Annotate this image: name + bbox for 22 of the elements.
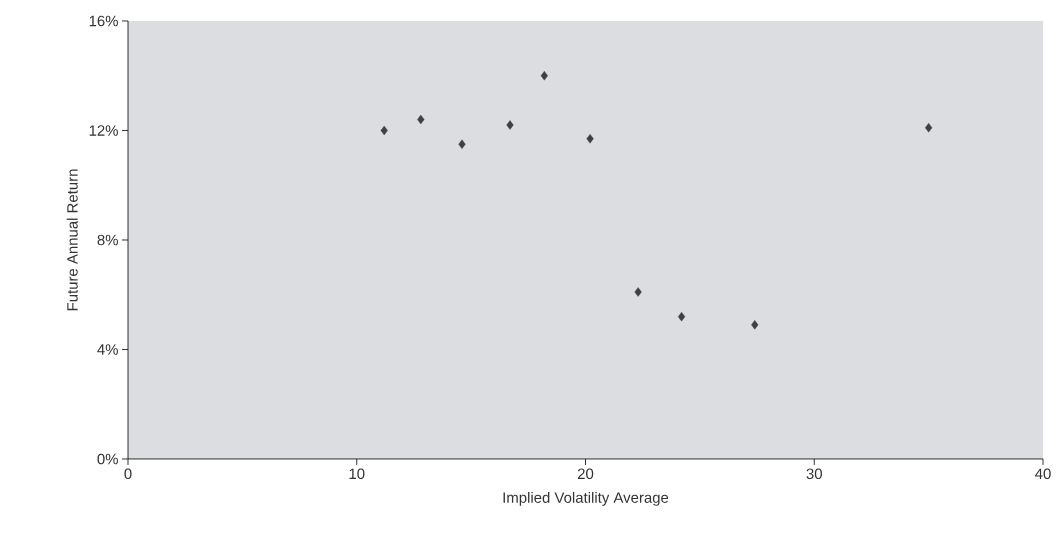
- y-tick-label: 12%: [89, 125, 118, 136]
- x-tick-label: 30: [806, 468, 822, 480]
- x-tick-label: 0: [124, 468, 132, 480]
- x-axis-title: Implied Volatility Average: [503, 491, 669, 506]
- point: [751, 320, 759, 330]
- y-tick-label: 4%: [97, 344, 118, 355]
- point: [417, 114, 425, 125]
- x-tick-label: 20: [577, 468, 594, 480]
- point: [380, 125, 388, 136]
- y-axis-title: Future Annual Return: [66, 169, 78, 311]
- y-tick-label: 0%: [97, 453, 118, 465]
- point: [678, 311, 686, 322]
- point: [634, 287, 642, 297]
- point: [925, 123, 933, 133]
- point: [458, 139, 466, 149]
- point: [540, 71, 548, 81]
- y-tick-label: 16%: [89, 15, 118, 27]
- point: [586, 134, 594, 144]
- point: [506, 120, 514, 130]
- x-tick-label: 40: [1035, 468, 1051, 480]
- x-tick-label: 10: [349, 468, 365, 480]
- y-tick-label: 8%: [97, 234, 118, 246]
